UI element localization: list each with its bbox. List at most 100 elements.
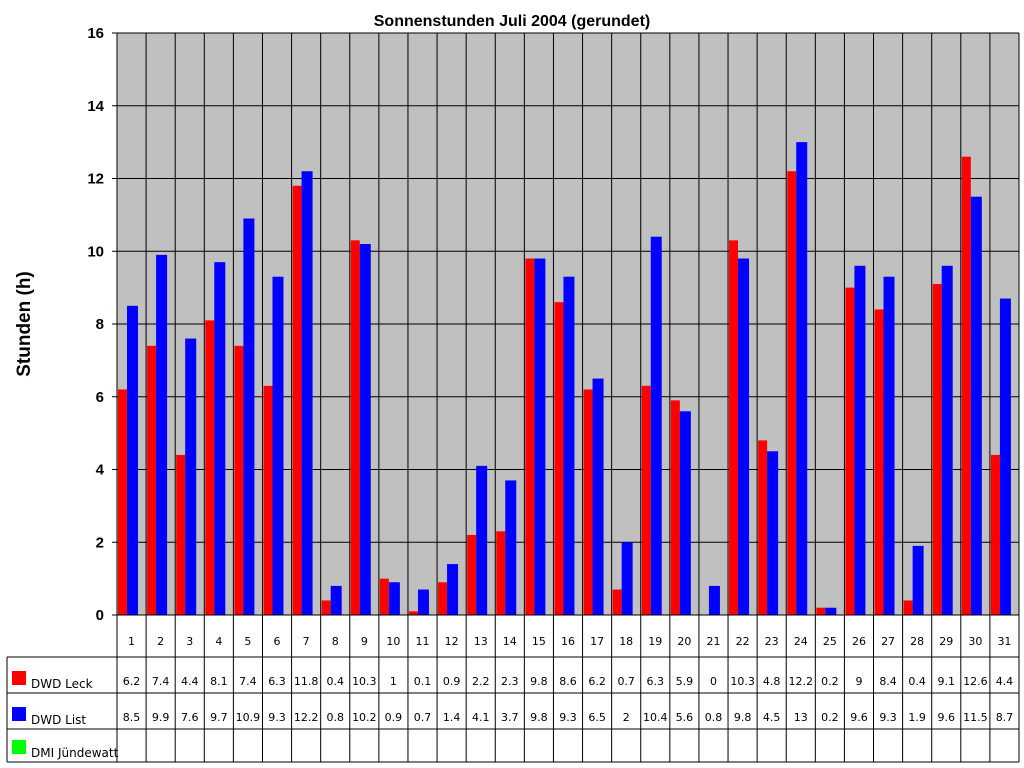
table-cell-value: 10.4: [643, 711, 668, 724]
y-tick-label: 0: [96, 607, 104, 624]
y-tick-label: 10: [87, 243, 104, 260]
x-category-label: 8: [332, 635, 339, 648]
legend-label: DWD List: [31, 713, 86, 727]
table-cell-value: 1.9: [908, 711, 926, 724]
table-cell-value: 5.9: [676, 675, 694, 688]
table-cell-value: 0: [710, 675, 717, 688]
bar-dwd-list: [272, 276, 284, 615]
table-cell-value: 6.2: [588, 675, 606, 688]
x-category-label: 24: [794, 635, 808, 648]
table-cell-value: 10.3: [352, 675, 377, 688]
bar-dwd-list: [970, 196, 982, 615]
table-cell-value: 12.2: [294, 711, 319, 724]
x-category-label: 6: [274, 635, 281, 648]
table-cell-value: 8.7: [996, 711, 1014, 724]
x-category-label: 31: [997, 635, 1011, 648]
bar-dwd-list: [854, 265, 866, 615]
x-category-label: 19: [648, 635, 662, 648]
table-cell-value: 9.6: [938, 711, 956, 724]
bar-dwd-leck: [729, 240, 739, 615]
x-category-label: 9: [361, 635, 368, 648]
x-category-label: 16: [561, 635, 575, 648]
bar-dwd-list: [127, 305, 138, 615]
table-cell-value: 8.1: [210, 675, 228, 688]
table-cell-value: 8.6: [559, 675, 577, 688]
bar-dwd-leck: [874, 309, 884, 615]
x-category-label: 22: [736, 635, 750, 648]
x-category-label: 3: [186, 635, 193, 648]
bar-dwd-list: [301, 171, 313, 615]
bar-dwd-leck: [758, 440, 768, 615]
table-cell-value: 9.7: [210, 711, 228, 724]
table-cell-value: 7.6: [181, 711, 199, 724]
bar-dwd-leck: [961, 156, 971, 616]
table-cell-value: 8.4: [879, 675, 897, 688]
table-cell-value: 11.5: [963, 711, 988, 724]
table-cell-value: 0.8: [326, 711, 344, 724]
bar-dwd-list: [738, 258, 750, 615]
table-cell-value: 9.8: [530, 711, 548, 724]
y-tick-label: 8: [96, 316, 104, 333]
bar-dwd-leck: [525, 258, 535, 615]
chart-title: Sonnenstunden Juli 2004 (gerundet): [374, 13, 650, 30]
bar-dwd-list: [563, 276, 575, 615]
bar-dwd-list: [505, 480, 517, 615]
bar-dwd-list: [912, 545, 924, 615]
bar-dwd-leck: [787, 171, 797, 615]
x-category-label: 12: [445, 635, 459, 648]
bar-dwd-leck: [932, 283, 942, 615]
x-category-label: 7: [303, 635, 310, 648]
table-cell-value: 0.9: [443, 675, 461, 688]
table-cell-value: 7.4: [152, 675, 170, 688]
table-cell-value: 9.9: [152, 711, 170, 724]
y-tick-label: 14: [87, 98, 104, 115]
bar-dwd-leck: [118, 389, 127, 615]
bar-dwd-list: [999, 298, 1011, 615]
table-cell-value: 0.1: [414, 675, 432, 688]
x-category-label: 17: [590, 635, 604, 648]
table-cell-value: 10.2: [352, 711, 377, 724]
table-cell-value: 9.1: [938, 675, 956, 688]
table-cell-value: 7.4: [239, 675, 257, 688]
table-cell-value: 9.3: [559, 711, 577, 724]
table-cell-value: 6.3: [268, 675, 286, 688]
table-cell-value: 13: [794, 711, 808, 724]
bar-dwd-leck: [350, 240, 360, 615]
x-category-label: 23: [765, 635, 779, 648]
x-category-label: 11: [416, 635, 430, 648]
bar-dwd-list: [214, 262, 226, 615]
y-tick-label: 12: [87, 171, 104, 188]
bar-dwd-leck: [408, 611, 418, 615]
bar-dwd-leck: [467, 534, 477, 615]
table-cell-value: 9.3: [879, 711, 897, 724]
x-category-label: 4: [215, 635, 222, 648]
table-cell-value: 6.2: [123, 675, 141, 688]
bar-dwd-leck: [292, 185, 302, 615]
table-cell-value: 6.3: [647, 675, 665, 688]
bar-dwd-leck: [554, 302, 564, 615]
table-cell-value: 12.6: [963, 675, 988, 688]
bar-dwd-leck: [670, 400, 680, 615]
bar-dwd-leck: [816, 607, 826, 615]
bar-dwd-leck: [612, 589, 622, 615]
bar-dwd-list: [650, 236, 662, 615]
table-cell-value: 9: [855, 675, 862, 688]
bar-dwd-leck: [147, 345, 157, 615]
y-tick-label: 6: [96, 389, 104, 406]
bar-dwd-list: [592, 378, 604, 615]
bar-dwd-list: [476, 465, 488, 615]
x-category-label: 25: [823, 635, 837, 648]
y-axis-label: Stunden (h): [14, 271, 35, 377]
bar-dwd-leck: [583, 389, 593, 615]
bar-dwd-leck: [176, 454, 186, 615]
bar-dwd-list: [825, 607, 837, 615]
table-cell-value: 9.3: [268, 711, 286, 724]
bar-dwd-leck: [438, 582, 448, 615]
bar-dwd-list: [388, 582, 400, 615]
table-cell-value: 9.6: [850, 711, 868, 724]
y-tick-label: 4: [96, 462, 105, 479]
y-tick-label: 16: [87, 25, 104, 42]
table-cell-value: 0.4: [908, 675, 926, 688]
table-cell-value: 5.6: [676, 711, 694, 724]
